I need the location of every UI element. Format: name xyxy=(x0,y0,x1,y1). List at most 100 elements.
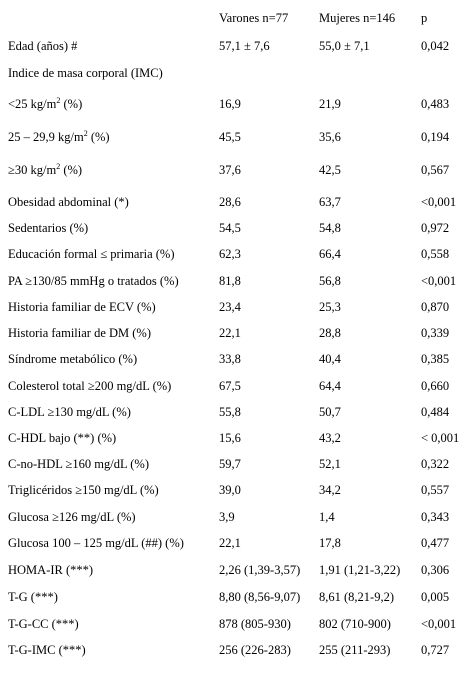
cell: 0,484 xyxy=(421,405,450,419)
label-text: 25 – 29,9 kg/m xyxy=(8,130,84,144)
row-label: <25 kg/m2 (%) xyxy=(8,96,82,112)
label-text: Historia familiar de DM (%) xyxy=(8,326,152,340)
row-label: Síndrome metabólico (%) xyxy=(8,351,137,367)
cell: 21,9 xyxy=(319,97,341,111)
label-text: C-LDL ≥130 mg/dL (%) xyxy=(8,405,131,419)
cell: 802 (710-900) xyxy=(319,617,391,631)
row-label: Historia familiar de DM (%) xyxy=(8,325,151,341)
row-label: Glucosa 100 – 125 mg/dL (##) (%) xyxy=(8,535,184,551)
cell: 0,343 xyxy=(421,510,450,524)
cell: 16,9 xyxy=(219,97,241,111)
label-text: T-G-CC (***) xyxy=(8,617,79,631)
label-text: (%) xyxy=(60,163,83,177)
label-text: C-HDL bajo (**) (%) xyxy=(8,431,117,445)
cell: 54,5 xyxy=(219,221,241,235)
cell: 0,567 xyxy=(421,163,450,177)
row-label: Edad (años) # xyxy=(8,38,77,54)
label-text: Colesterol total ≥200 mg/dL (%) xyxy=(8,379,172,393)
cell: 17,8 xyxy=(319,536,341,550)
row-label: 25 – 29,9 kg/m2 (%) xyxy=(8,129,110,145)
label-text: Glucosa ≥126 mg/dL (%) xyxy=(8,510,136,524)
row-label: PA ≥130/85 mmHg o tratados (%) xyxy=(8,273,179,289)
cell: 22,1 xyxy=(219,536,241,550)
cell: 55,8 xyxy=(219,405,241,419)
cell: 1,91 (1,21-3,22) xyxy=(319,563,401,577)
row-label: Colesterol total ≥200 mg/dL (%) xyxy=(8,378,171,394)
row-label: T-G-CC (***) xyxy=(8,616,79,632)
cell: 56,8 xyxy=(319,274,341,288)
cell: 8,80 (8,56-9,07) xyxy=(219,590,301,604)
row-label: T-G (***) xyxy=(8,589,58,605)
cell: 23,4 xyxy=(219,300,241,314)
cell: 0,557 xyxy=(421,483,450,497)
label-text: <25 kg/m xyxy=(8,97,57,111)
row-label: HOMA-IR (***) xyxy=(8,562,93,578)
cell: 43,2 xyxy=(319,431,341,445)
cell: 52,1 xyxy=(319,457,341,471)
row-label: Obesidad abdominal (*) xyxy=(8,194,129,210)
cell: 22,1 xyxy=(219,326,241,340)
cell: 256 (226-283) xyxy=(219,643,291,657)
cell: <0,001 xyxy=(421,274,457,288)
cell: 0,322 xyxy=(421,457,450,471)
row-label: Glucosa ≥126 mg/dL (%) xyxy=(8,509,136,525)
cell: 39,0 xyxy=(219,483,241,497)
cell: 40,4 xyxy=(319,352,341,366)
cell: 0,042 xyxy=(421,39,450,53)
cell: 66,4 xyxy=(319,247,341,261)
cell: 42,5 xyxy=(319,163,341,177)
cell: 0,972 xyxy=(421,221,450,235)
cell: 0,558 xyxy=(421,247,450,261)
cell: 0,385 xyxy=(421,352,450,366)
label-superscript: 2 xyxy=(56,162,61,171)
cell: 33,8 xyxy=(219,352,241,366)
cell: 0,339 xyxy=(421,326,450,340)
cell: 35,6 xyxy=(319,130,341,144)
label-text: Síndrome metabólico (%) xyxy=(8,352,138,366)
label-text: (%) xyxy=(87,130,110,144)
cell: <0,001 xyxy=(421,195,457,209)
column-header: Mujeres n=146 xyxy=(319,11,396,25)
row-label: ≥30 kg/m2 (%) xyxy=(8,162,82,178)
cell: 25,3 xyxy=(319,300,341,314)
label-text: Educación formal ≤ primaria (%) xyxy=(8,247,175,261)
cell: 67,5 xyxy=(219,379,241,393)
cell: 81,8 xyxy=(219,274,241,288)
column-header: p xyxy=(421,11,428,25)
cell: 59,7 xyxy=(219,457,241,471)
label-text: T-G (***) xyxy=(8,590,58,604)
cell: 15,6 xyxy=(219,431,241,445)
row-label: C-no-HDL ≥160 mg/dL (%) xyxy=(8,456,149,472)
cell: 54,8 xyxy=(319,221,341,235)
cell: 878 (805-930) xyxy=(219,617,291,631)
label-text: (%) xyxy=(60,97,83,111)
cell: 0,870 xyxy=(421,300,450,314)
cell: 0,660 xyxy=(421,379,450,393)
label-text: Edad (años) # xyxy=(8,39,78,53)
label-text: Obesidad abdominal (*) xyxy=(8,195,129,209)
label-superscript: 2 xyxy=(83,129,88,138)
cell: < 0,001 xyxy=(421,431,460,445)
row-label: Indice de masa corporal (IMC) xyxy=(8,65,163,81)
cell: 3,9 xyxy=(219,510,235,524)
row-label: Historia familiar de ECV (%) xyxy=(8,299,156,315)
cell: 28,8 xyxy=(319,326,341,340)
cell: 50,7 xyxy=(319,405,341,419)
cell: 28,6 xyxy=(219,195,241,209)
label-text: Indice de masa corporal (IMC) xyxy=(8,66,163,80)
column-header: Varones n=77 xyxy=(219,11,289,25)
cell: 0,194 xyxy=(421,130,450,144)
row-label: T-G-IMC (***) xyxy=(8,642,86,658)
row-label: Sedentarios (%) xyxy=(8,220,88,236)
cell: <0,001 xyxy=(421,617,457,631)
label-text: T-G-IMC (***) xyxy=(8,643,86,657)
cell: 2,26 (1,39-3,57) xyxy=(219,563,301,577)
row-label: C-LDL ≥130 mg/dL (%) xyxy=(8,404,131,420)
cell: 255 (211-293) xyxy=(319,643,391,657)
cell: 64,4 xyxy=(319,379,341,393)
cell: 1,4 xyxy=(319,510,335,524)
cell: 62,3 xyxy=(219,247,241,261)
label-text: PA ≥130/85 mmHg o tratados (%) xyxy=(8,274,179,288)
label-text: Sedentarios (%) xyxy=(8,221,89,235)
